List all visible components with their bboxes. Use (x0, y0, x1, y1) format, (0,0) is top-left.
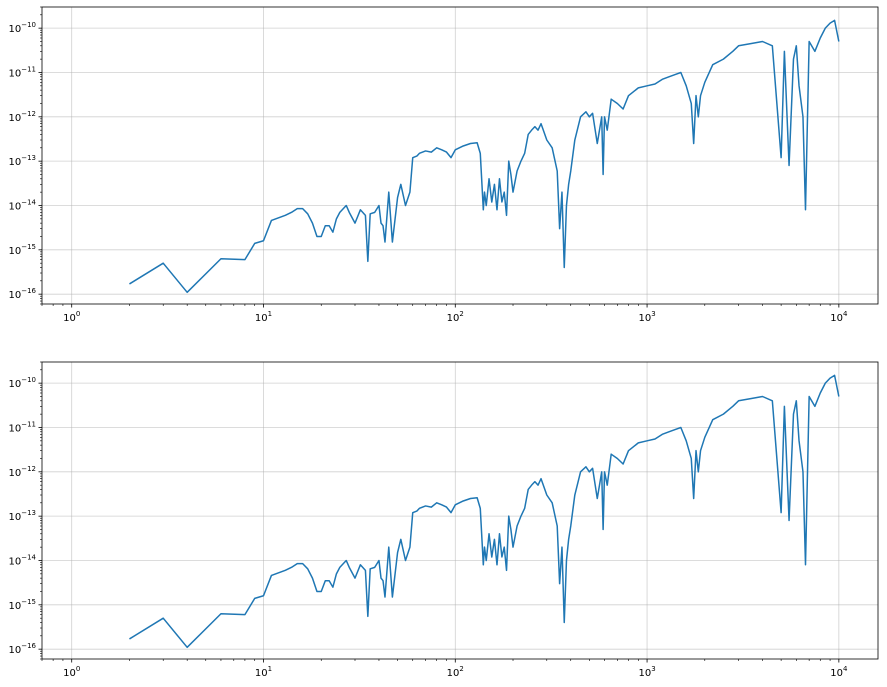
x-tick-exponent: 4 (843, 665, 848, 673)
y-tick-label: 10−14 (8, 553, 36, 567)
y-tick-exponent: −14 (21, 553, 36, 561)
y-tick-base: 10 (8, 24, 21, 35)
x-tick-label: 101 (255, 665, 272, 679)
y-tick-base: 10 (8, 113, 21, 124)
x-tick-label: 104 (830, 665, 848, 679)
x-tick-label: 102 (447, 310, 464, 324)
y-tick-base: 10 (8, 290, 21, 301)
y-tick-label: 10−11 (8, 65, 36, 79)
x-tick-exponent: 3 (651, 665, 655, 673)
y-tick-base: 10 (8, 423, 21, 434)
y-tick-base: 10 (8, 556, 21, 567)
y-tick-label: 10−15 (8, 243, 36, 257)
y-tick-exponent: −10 (21, 376, 36, 384)
y-tick-label: 10−16 (8, 642, 36, 656)
y-tick-label: 10−10 (8, 376, 36, 390)
plot-area (42, 7, 878, 304)
x-tick-exponent: 1 (268, 665, 272, 673)
y-tick-base: 10 (8, 645, 21, 656)
x-tick-label: 101 (255, 310, 272, 324)
y-tick-label: 10−14 (8, 198, 36, 212)
y-tick-label: 10−10 (8, 21, 36, 35)
y-tick-exponent: −12 (21, 465, 36, 473)
y-tick-exponent: −15 (21, 243, 36, 251)
x-tick-exponent: 4 (843, 310, 848, 318)
y-tick-base: 10 (8, 379, 21, 390)
y-tick-base: 10 (8, 201, 21, 212)
axes-frame (41, 6, 879, 305)
y-tick-label: 10−13 (8, 154, 36, 168)
y-tick-exponent: −11 (21, 420, 36, 428)
y-tick-exponent: −16 (21, 287, 36, 295)
y-tick-label: 10−12 (8, 465, 36, 479)
x-tick-label: 102 (447, 665, 464, 679)
x-tick-base: 10 (63, 668, 76, 679)
y-tick-exponent: −13 (21, 154, 36, 162)
y-tick-base: 10 (8, 246, 21, 257)
x-tick-base: 10 (830, 313, 843, 324)
y-tick-exponent: −11 (21, 65, 36, 73)
top-chart: 100 101 102 103 10410−1610−1510−1410−1310−12… (8, 6, 879, 324)
x-tick-exponent: 1 (268, 310, 272, 318)
y-tick-base: 10 (8, 512, 21, 523)
x-tick-base: 10 (638, 313, 651, 324)
y-tick-exponent: −14 (21, 198, 36, 206)
x-tick-base: 10 (638, 668, 651, 679)
x-tick-base: 10 (255, 668, 268, 679)
x-tick-base: 10 (447, 668, 460, 679)
x-tick-label: 103 (638, 665, 655, 679)
y-tick-base: 10 (8, 601, 21, 612)
y-tick-exponent: −10 (21, 21, 36, 29)
x-tick-exponent: 0 (76, 665, 80, 673)
x-tick-exponent: 2 (459, 665, 463, 673)
y-tick-exponent: −16 (21, 642, 36, 650)
bottom-chart: 100 101 102 103 10410−1610−1510−1410−1310−12… (8, 361, 879, 679)
axes-frame (41, 361, 879, 660)
y-tick-exponent: −13 (21, 509, 36, 517)
y-tick-label: 10−11 (8, 420, 36, 434)
y-tick-exponent: −12 (21, 110, 36, 118)
x-tick-exponent: 3 (651, 310, 655, 318)
series-line (129, 374, 840, 649)
x-tick-base: 10 (255, 313, 268, 324)
y-tick-exponent: −15 (21, 598, 36, 606)
y-tick-label: 10−16 (8, 287, 36, 301)
x-tick-exponent: 0 (76, 310, 80, 318)
x-tick-label: 100 (63, 665, 80, 679)
y-tick-label: 10−12 (8, 110, 36, 124)
x-tick-base: 10 (63, 313, 76, 324)
y-tick-base: 10 (8, 468, 21, 479)
y-tick-base: 10 (8, 157, 21, 168)
y-tick-label: 10−15 (8, 598, 36, 612)
x-tick-base: 10 (830, 668, 843, 679)
x-tick-base: 10 (447, 313, 460, 324)
x-tick-label: 103 (638, 310, 655, 324)
x-tick-exponent: 2 (459, 310, 463, 318)
x-tick-label: 100 (63, 310, 80, 324)
x-tick-label: 104 (830, 310, 848, 324)
y-tick-base: 10 (8, 68, 21, 79)
y-tick-label: 10−13 (8, 509, 36, 523)
plot-area (42, 362, 878, 659)
series-line (129, 19, 840, 294)
